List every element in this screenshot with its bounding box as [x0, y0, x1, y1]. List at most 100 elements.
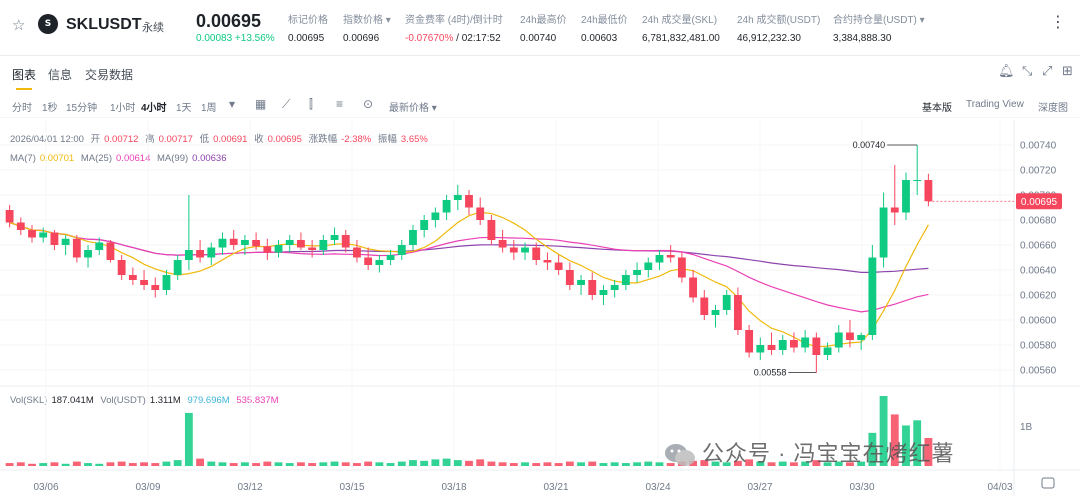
volume-bar [218, 462, 227, 466]
tab-chart[interactable]: 图表 [12, 68, 37, 90]
volume-bar [812, 460, 821, 466]
candle-body [733, 295, 742, 330]
volume-bar [790, 462, 798, 466]
drawing-tools-icon[interactable]: ≡ [336, 97, 344, 111]
interval-1d[interactable]: 1天 [176, 103, 192, 114]
watermark-text: 公众号 · 冯宝宝在烤红薯 [702, 441, 955, 466]
volume-bar [543, 462, 552, 466]
volume-bar [722, 462, 731, 466]
volume-bar [61, 463, 70, 466]
low-marker-label: 0.00558 [754, 368, 787, 378]
candle-body [420, 220, 429, 230]
volume-bar [151, 463, 160, 466]
volume-bar [364, 461, 373, 466]
volume-bar [532, 463, 541, 466]
view-tradingview[interactable]: Trading View [966, 99, 1024, 110]
stat-value: 0.00603 [581, 33, 618, 44]
x-tick-label: 03/24 [645, 482, 670, 493]
x-tick-label: 03/12 [237, 482, 262, 493]
volume-bar [409, 460, 417, 466]
candle-body [509, 247, 518, 253]
volume-bar [420, 460, 429, 466]
interval-1h[interactable]: 1小时 [110, 103, 136, 114]
layout-grid-icon[interactable]: ⊞ [1062, 63, 1073, 78]
collapse-icon[interactable]: ⤡ [1022, 63, 1033, 78]
price-source-select[interactable]: 最新价格 ▾ [389, 103, 437, 114]
stat-index-price[interactable]: 指数价格 ▾ 0.00696 [343, 12, 391, 48]
candle-body [610, 285, 619, 290]
volume-bar [834, 461, 843, 466]
ma7-line [9, 211, 929, 348]
favorite-star-icon[interactable]: ☆ [12, 17, 26, 34]
candle-body [700, 297, 709, 315]
volume-bar [353, 463, 361, 466]
candle-body [409, 230, 417, 245]
candle-body [84, 250, 92, 258]
volume-bar [756, 461, 765, 466]
candle-body [767, 345, 776, 350]
change-label: 涨跌幅 [308, 134, 338, 145]
volume-bar [319, 462, 328, 466]
volume-bar [521, 462, 529, 466]
candle-body [588, 280, 597, 295]
volume-bar [778, 461, 787, 466]
volume-bar [341, 462, 350, 466]
x-tick-label: 03/27 [747, 482, 772, 493]
stat-open-interest[interactable]: 合约持仓量(USDT) ▾ 3,384,888.30 [833, 12, 925, 48]
calendar-icon[interactable]: ▦ [255, 97, 267, 111]
interval-timeline[interactable]: 分时 [12, 103, 32, 114]
interval-1s[interactable]: 1秒 [42, 103, 58, 114]
candle-body [868, 257, 877, 335]
y-tick-label: 0.00600 [1020, 316, 1057, 327]
volume-bar [184, 412, 193, 466]
volume-bar [397, 461, 406, 466]
volume-bar [386, 463, 395, 466]
candle-body [442, 200, 451, 213]
candle-type-icon[interactable]: ⫿ [309, 97, 313, 111]
volume-bar [745, 459, 754, 466]
volume-bar [711, 461, 720, 466]
settings-icon[interactable]: ⊙ [363, 97, 374, 111]
candle-body [778, 340, 787, 350]
ohlc-legend: 2026/04/01 12:00 开 0.00712 高 0.00717 低 0.00… [10, 131, 432, 145]
interval-1w[interactable]: 1周 [201, 103, 217, 114]
volume-bar [621, 463, 630, 466]
candle-body [621, 275, 630, 285]
volume-bar [308, 463, 317, 466]
vol-usdt-label: Vol(USDT) [100, 395, 146, 406]
candle-body [274, 245, 283, 253]
stat-value: 0.00696 [343, 33, 380, 44]
tab-info[interactable]: 信息 [48, 68, 73, 82]
x-tick-label: 04/03 [987, 482, 1012, 493]
interval-4h[interactable]: 4小时 [141, 103, 167, 114]
tab-trading-data[interactable]: 交易数据 [85, 68, 134, 82]
ohlc-date: 2026/04/01 12:00 [10, 134, 84, 145]
candle-body [297, 240, 305, 248]
y-tick-label: 0.00640 [1020, 266, 1057, 277]
more-options-icon[interactable]: ⋮ [1050, 14, 1066, 31]
symbol-title[interactable]: SKLUSDT [66, 16, 142, 33]
interval-15m[interactable]: 15分钟 [66, 103, 98, 114]
candle-body [599, 290, 608, 295]
expand-icon[interactable]: ⤢ [1042, 63, 1053, 78]
indicator-icon[interactable]: ⟋ [282, 97, 291, 111]
x-tick-label: 03/15 [339, 482, 364, 493]
interval-dropdown-icon[interactable]: ▾ [229, 97, 236, 111]
price-change: 0.00083 +13.56% [196, 33, 275, 44]
stat-label: 指数价格 ▾ [343, 15, 391, 26]
open-value: 0.00712 [104, 134, 139, 145]
open-label: 开 [90, 134, 101, 145]
ma25-line [9, 221, 929, 313]
alert-bell-icon[interactable]: 🔔︎ [998, 63, 1015, 78]
volume-bar [879, 396, 888, 466]
candle-body [308, 247, 317, 250]
candle-body [140, 280, 148, 285]
candle-body [790, 340, 798, 348]
view-basic[interactable]: 基本版 [922, 103, 952, 114]
wechat-icon [665, 444, 695, 467]
view-depth[interactable]: 深度图 [1038, 103, 1068, 114]
candle-body [151, 285, 160, 290]
candlestick-chart[interactable]: 0.007400.007200.007000.006800.006600.006… [0, 120, 1080, 496]
volume-bar [655, 462, 664, 466]
amplitude-label: 振幅 [377, 134, 397, 145]
